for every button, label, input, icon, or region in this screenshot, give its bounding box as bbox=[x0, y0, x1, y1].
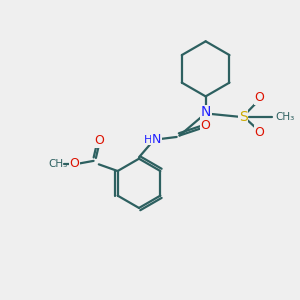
Text: N: N bbox=[152, 134, 161, 146]
Text: O: O bbox=[69, 157, 79, 170]
Text: O: O bbox=[201, 119, 211, 132]
Text: O: O bbox=[254, 91, 264, 104]
Text: O: O bbox=[94, 134, 104, 147]
Text: O: O bbox=[254, 126, 264, 139]
Text: N: N bbox=[200, 105, 211, 119]
Text: CH₃: CH₃ bbox=[49, 159, 68, 169]
Text: H: H bbox=[143, 135, 152, 145]
Text: CH₃: CH₃ bbox=[275, 112, 294, 122]
Text: S: S bbox=[239, 110, 248, 124]
